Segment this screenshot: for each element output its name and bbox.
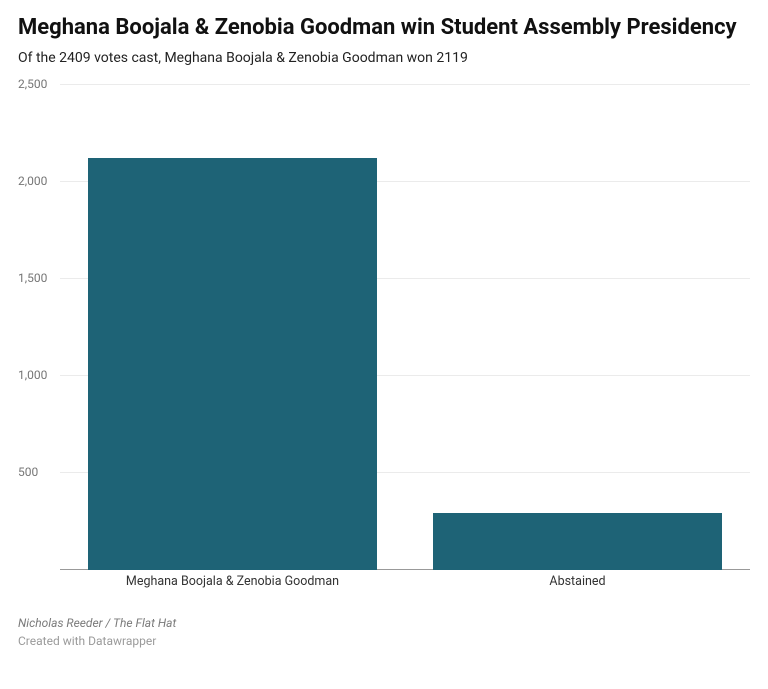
y-tick-label: 1,500	[18, 271, 56, 285]
y-tick-label: 500	[18, 465, 56, 479]
y-tick-label: 2,000	[18, 174, 56, 188]
chart-credit: Created with Datawrapper	[18, 632, 750, 650]
x-tick-label: Abstained	[549, 574, 605, 589]
y-tick-label: 2,500	[18, 77, 56, 91]
x-axis-ticks: Meghana Boojala & Zenobia Goodman Abstain…	[60, 574, 750, 604]
chart-subtitle: Of the 2409 votes cast, Meghana Boojala …	[18, 50, 750, 66]
bar	[433, 513, 723, 569]
plot-region	[60, 84, 750, 570]
bar	[88, 158, 378, 570]
gridline	[60, 84, 750, 85]
y-tick-label: 1,000	[18, 368, 56, 382]
chart-title: Meghana Boojala & Zenobia Goodman win St…	[18, 14, 750, 42]
chart-area: 5001,0001,5002,0002,500 Meghana Boojala …	[18, 84, 750, 604]
x-tick-label: Meghana Boojala & Zenobia Goodman	[126, 574, 339, 589]
chart-footer: Nicholas Reeder / The Flat Hat Created w…	[18, 614, 750, 650]
chart-source: Nicholas Reeder / The Flat Hat	[18, 614, 750, 632]
